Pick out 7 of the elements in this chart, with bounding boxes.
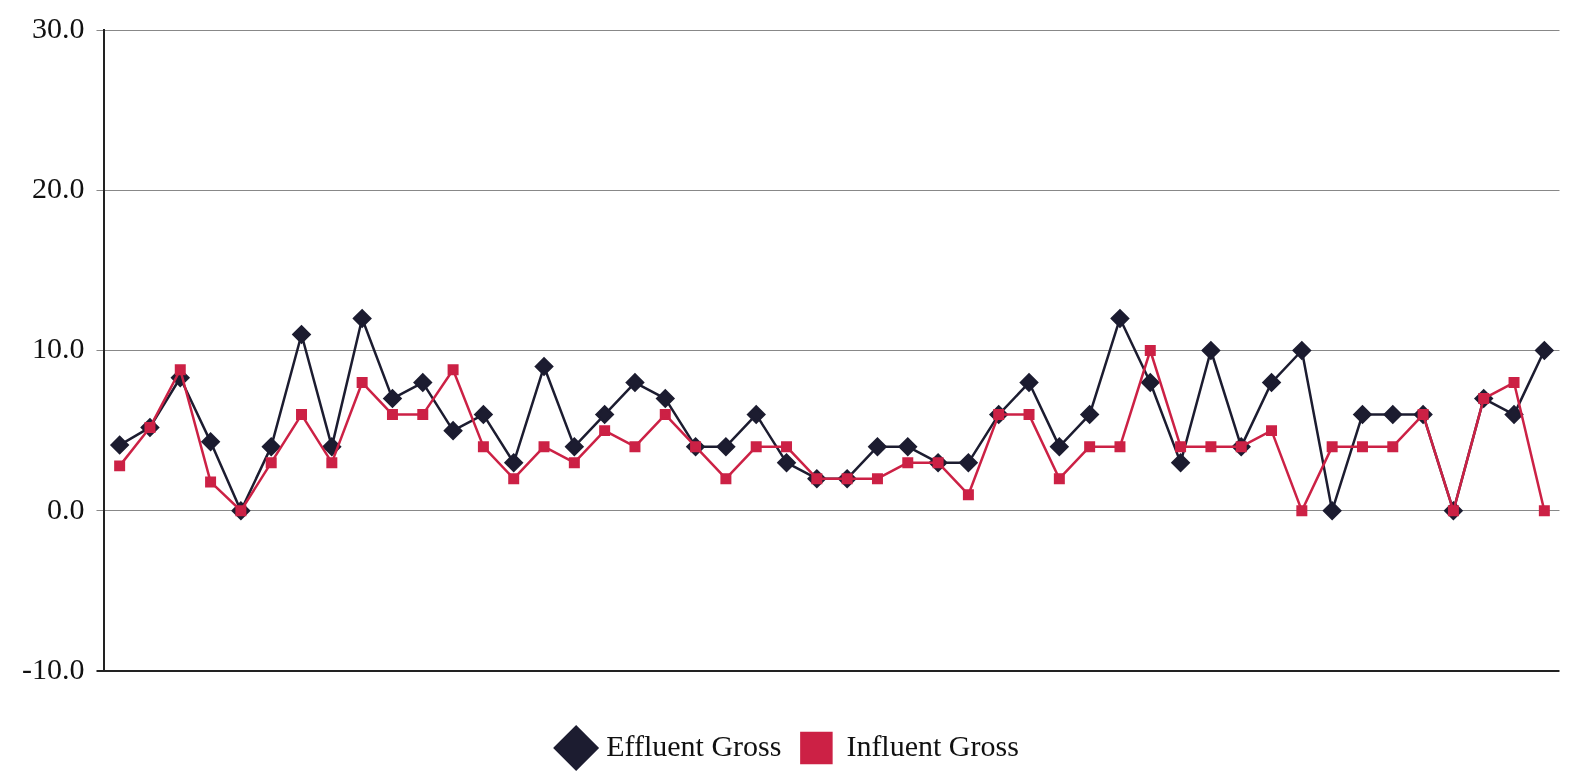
y-tick-label: -10.0	[21, 651, 85, 685]
y-tick-label: 10.0	[31, 331, 85, 365]
y-tick-label: 30.0	[31, 10, 85, 44]
legend-label: Effluent Gross	[606, 728, 782, 762]
legend-label: Influent Gross	[846, 728, 1019, 762]
y-tick-label: 20.0	[31, 171, 85, 205]
y-tick-label: 0.0	[46, 491, 85, 525]
